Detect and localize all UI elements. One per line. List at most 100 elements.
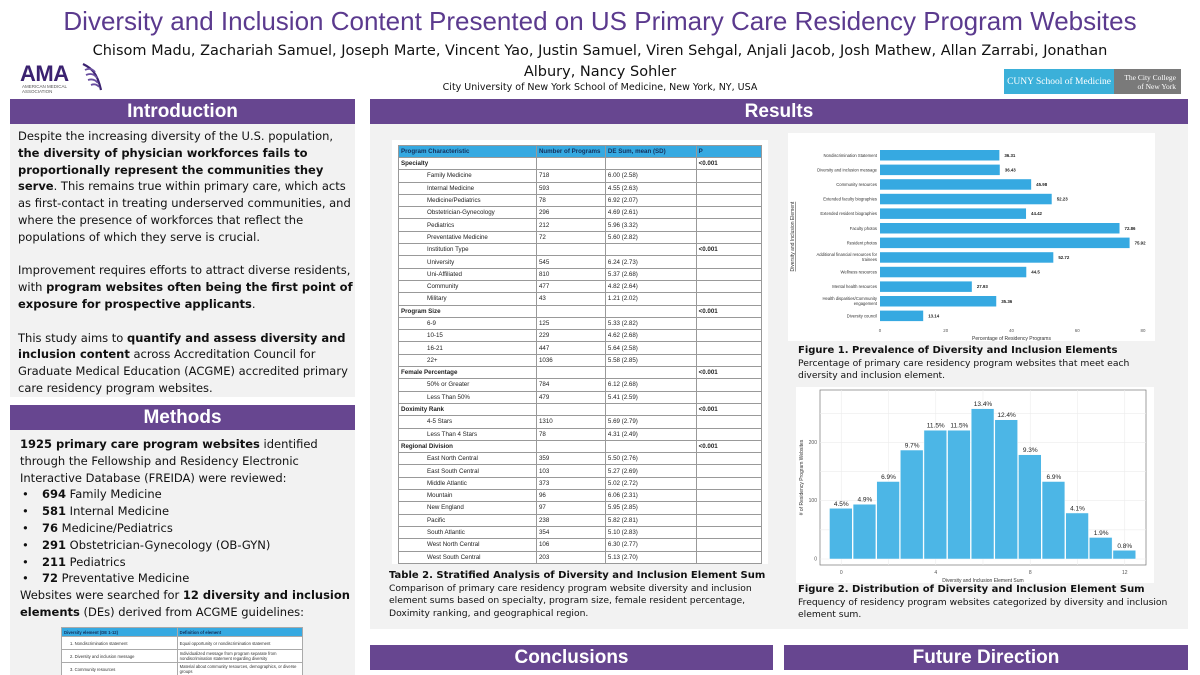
table-2-container: Program Characteristic Number of Program… [392, 140, 768, 564]
cuny-logo: CUNY School of Medicine The City College… [1004, 69, 1181, 94]
table-2-row: West North Central 106 6.30 (2.77) [398, 538, 763, 552]
de-element: 2. Diversity and inclusion message [61, 649, 178, 663]
data-label: 6.9% [1046, 474, 1061, 481]
figure-1-caption-title: Figure 1. Prevalence of Diversity and In… [798, 345, 1118, 356]
p-value [695, 378, 763, 392]
de-definition: Material about community resources, demo… [176, 662, 304, 675]
figure-2-caption: Figure 2. Distribution of Diversity and … [798, 584, 1168, 622]
histogram-bar [923, 429, 948, 560]
table-2-row: Military 43 1.21 (2.02) [398, 292, 763, 306]
x-tick-label: 8 [1029, 570, 1032, 576]
row-label: Military [398, 292, 537, 306]
row-label: 16-21 [398, 341, 537, 355]
row-label: West North Central [398, 538, 537, 552]
de-element: 3. Community resources [61, 662, 178, 675]
row-label: 10-15 [398, 329, 537, 343]
de-sum-mean [604, 439, 697, 454]
data-label: 4.1% [1070, 505, 1085, 512]
row-label: Female Percentage [398, 366, 537, 380]
program-count: 354 [535, 525, 606, 540]
table-2-row: 4-5 Stars 1310 5.69 (2.79) [398, 415, 763, 429]
table-2-row: Mountain 96 6.06 (2.31) [398, 489, 763, 503]
data-label: 4.9% [857, 497, 872, 504]
program-count: 784 [535, 378, 606, 392]
program-count [535, 156, 606, 171]
specialty-item: 211 Pediatrics [20, 554, 355, 571]
p-value: <0.001 [695, 156, 763, 171]
data-label: 9.3% [1023, 447, 1038, 454]
bar [880, 296, 997, 307]
table-2-row: East South Central 103 5.27 (2.69) [398, 464, 763, 478]
table-2-row: Community 477 4.82 (2.64) [398, 279, 763, 294]
p-value [695, 341, 763, 355]
table-2-row: West South Central 203 5.13 (2.70) [398, 550, 763, 564]
introduction-body: Despite the increasing diversity of the … [18, 128, 353, 414]
specialty-item: 291 Obstetrician-Gynecology (OB-GYN) [20, 537, 355, 554]
de-sum-mean: 4.69 (2.61) [604, 206, 697, 220]
histogram-bar [947, 429, 971, 560]
p-value [695, 427, 763, 441]
table-2-header: Program Characteristic [398, 145, 537, 158]
program-count: 477 [535, 279, 606, 294]
category-label: Resident photos [847, 240, 877, 245]
category-label: Mental health resources [832, 284, 877, 289]
p-value [695, 415, 763, 429]
de-table-row: 3. Community resources Material about co… [61, 662, 304, 675]
figure-1-caption: Figure 1. Prevalence of Diversity and In… [798, 345, 1168, 383]
program-count [535, 402, 606, 417]
de-table-header: Definition of element [176, 627, 304, 637]
row-label: 22+ [398, 353, 537, 368]
ama-logo: AMA AMERICAN MEDICAL ASSOCIATION [20, 63, 110, 97]
specialty-item: 581 Internal Medicine [20, 503, 355, 520]
data-label: 0.8% [1117, 543, 1132, 550]
results-heading: Results [370, 99, 1188, 124]
table-2-row: Program Size <0.001 [398, 304, 763, 318]
program-count: 212 [535, 218, 606, 232]
data-label: 13.14 [928, 313, 940, 318]
row-label: Pacific [398, 513, 537, 527]
table-2-row: Preventative Medicine 72 5.60 (2.82) [398, 230, 763, 245]
table-2-row: Pediatrics 212 5.96 (3.32) [398, 218, 763, 232]
table-2-row: 50% or Greater 784 6.12 (2.68) [398, 378, 763, 392]
de-sum-mean: 5.13 (2.70) [604, 550, 697, 564]
p-value [695, 267, 763, 281]
de-table-row: 2. Diversity and inclusion message Indiv… [61, 649, 304, 663]
histogram-bar [1065, 512, 1089, 560]
de-sum-mean: 5.82 (2.81) [604, 513, 697, 527]
bar [880, 208, 1027, 219]
category-label: Diversity council [847, 313, 877, 318]
specialty-item: 72 Preventative Medicine [20, 570, 355, 587]
data-label: 72.86 [1125, 226, 1137, 231]
specialty-item: 694 Family Medicine [20, 486, 355, 503]
figure-2-caption-text: Frequency of residency program websites … [798, 596, 1168, 621]
row-label: Pediatrics [398, 218, 537, 232]
x-tick-label: 80 [1141, 328, 1146, 333]
row-label: West South Central [398, 550, 537, 564]
category-label: Nondiscrimination Statement [823, 153, 877, 158]
table-2-row: New England 97 5.95 (2.85) [398, 501, 763, 515]
bar [880, 237, 1130, 249]
p-value: <0.001 [695, 243, 763, 257]
p-value [695, 501, 763, 515]
row-label: Specialty [398, 156, 537, 171]
category-label: Health disparities/Community [823, 296, 878, 301]
row-label: Medicine/Pediatrics [398, 193, 537, 208]
bar [880, 193, 1052, 205]
program-count [535, 366, 606, 380]
de-sum-mean: 6.12 (2.68) [604, 378, 697, 392]
program-count: 106 [535, 538, 606, 552]
de-sum-mean: 4.62 (2.68) [604, 329, 697, 343]
table-2-row: Family Medicine 718 6.00 (2.58) [398, 169, 763, 183]
row-label: 50% or Greater [398, 378, 537, 392]
table-2-row: Less Than 4 Stars 78 4.31 (2.49) [398, 427, 763, 441]
stratified-analysis-table: Program Characteristic Number of Program… [398, 145, 763, 564]
de-sum-mean: 5.58 (2.85) [604, 353, 697, 368]
de-sum-mean: 5.41 (2.59) [604, 390, 697, 404]
bar [880, 310, 924, 322]
data-label: 9.7% [905, 443, 920, 450]
y-tick-label: 200 [809, 440, 818, 446]
p-value [695, 181, 763, 195]
p-value [695, 193, 763, 208]
de-sum-mean [604, 156, 697, 171]
program-count: 296 [535, 206, 606, 220]
